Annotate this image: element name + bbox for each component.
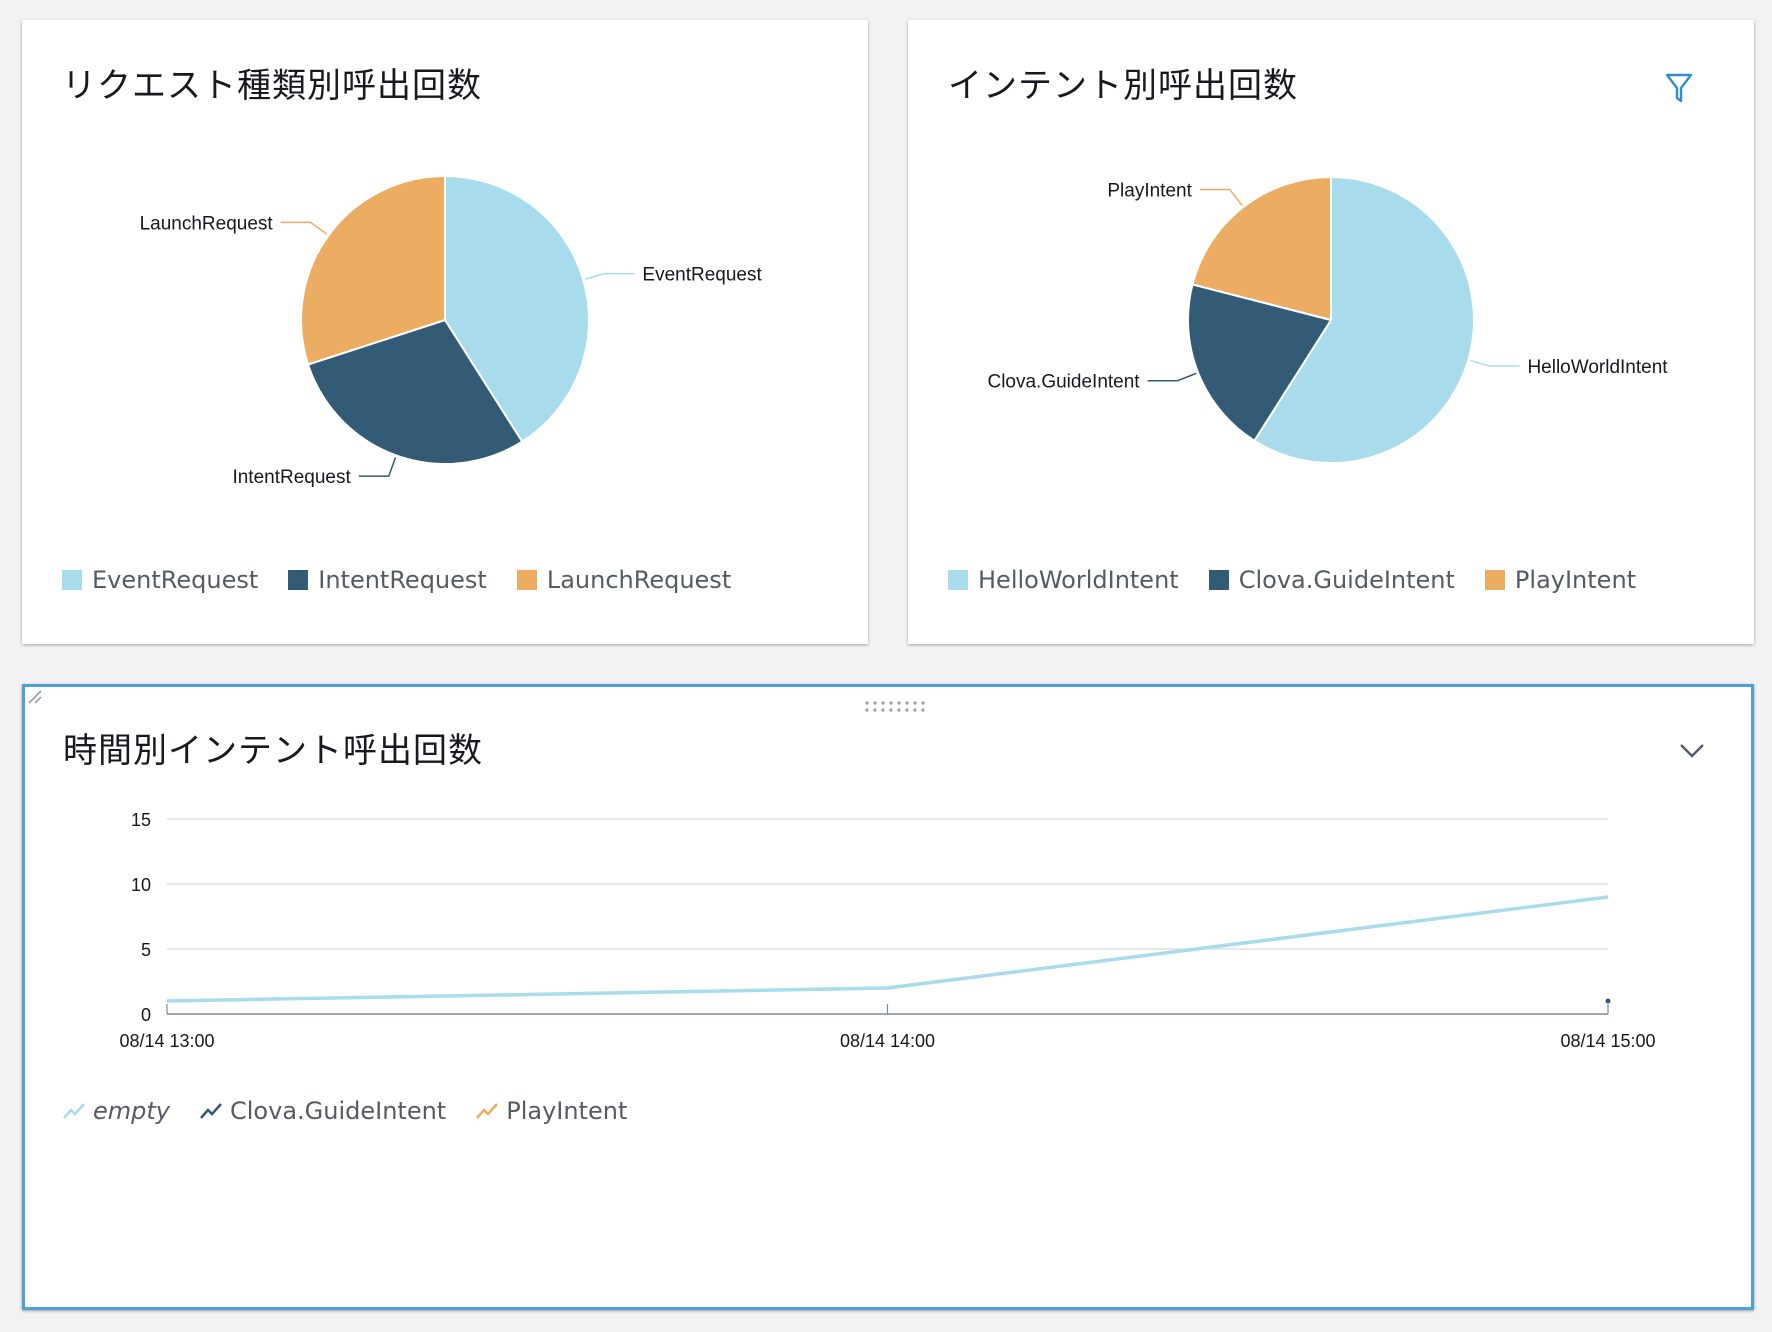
y-tick-label: 5 [141,940,151,960]
resize-handle-icon[interactable] [25,687,43,705]
legend-label: PlayIntent [1514,566,1637,594]
legend-swatch [948,570,968,590]
legend-swatch [1208,570,1229,590]
timeline-panel: 時間別インテント呼出回数 0 5 10 15 08/14 13:00 08/14 14:0… [22,684,1754,1310]
y-tick-label: 0 [141,1005,151,1025]
legend-swatch [62,570,82,590]
chart-legend: EventRequest IntentRequest LaunchRequest [62,566,761,594]
series-line-empty[interactable] [166,895,1609,1003]
leader-line [280,221,328,235]
legend-label: empty [93,1097,170,1125]
slice-label: Clova.GuideIntent [987,372,1140,393]
leader-line [1470,359,1520,367]
pie-slice-launchrequest[interactable] [300,174,446,366]
panel-title: リクエスト種類別呼出回数 [62,66,482,106]
leader-line [1199,188,1243,206]
request-type-panel: リクエスト種類別呼出回数 EventRequest IntentRequest La… [22,20,868,644]
x-tick-label: 08/14 13:00 [119,1031,214,1051]
legend-label: LaunchRequest [546,566,732,594]
request-type-pie-chart: EventRequest IntentRequest LaunchRequest [140,174,762,488]
slice-label: IntentRequest [232,467,351,488]
legend-swatch [288,570,309,590]
leader-line [1147,372,1197,382]
line-series-icon [200,1103,222,1119]
legend-item-intent-request[interactable]: IntentRequest [288,566,487,594]
pie-slice-playintent[interactable] [1191,175,1332,322]
leader-line [358,457,397,477]
legend-label: EventRequest [92,566,259,594]
intent-panel: インテント別呼出回数 HelloWorldIntent Clova.GuideIn… [908,20,1754,644]
panel-title: 時間別インテント呼出回数 [63,731,483,771]
legend-label: IntentRequest [318,566,487,594]
legend-label: Clova.GuideIntent [230,1097,447,1125]
legend-label: PlayIntent [506,1097,628,1125]
legend-item-play-intent[interactable]: PlayIntent [476,1097,627,1125]
chart-legend: HelloWorldIntent Clova.GuideIntent PlayI… [948,566,1666,594]
slice-label: LaunchRequest [140,213,274,234]
intent-pie-chart: HelloWorldIntent Clova.GuideIntent PlayInt… [987,175,1668,464]
legend-item-play-intent[interactable]: PlayIntent [1484,566,1637,594]
timeline-line-chart: 0 5 10 15 08/14 13:00 08/14 14:00 08/14 15:00 [119,810,1655,1051]
line-series-icon [63,1103,85,1119]
legend-item-launch-request[interactable]: LaunchRequest [516,566,732,594]
leader-line [584,272,635,280]
slice-label: PlayIntent [1107,181,1192,202]
chart-legend: empty Clova.GuideIntent PlayIntent [63,1097,657,1125]
slice-label: HelloWorldIntent [1527,357,1668,378]
pie-slice-intentrequest[interactable] [306,318,524,465]
series-point-clova-guideintent[interactable] [1605,998,1611,1004]
slice-label: EventRequest [642,265,762,286]
y-tick-label: 15 [131,810,151,830]
legend-item-empty[interactable]: empty [63,1097,170,1125]
chevron-down-icon[interactable] [1677,735,1707,765]
legend-swatch [516,570,537,590]
y-tick-label: 10 [131,875,151,895]
legend-item-hello-world-intent[interactable]: HelloWorldIntent [948,566,1179,594]
legend-swatch [1484,570,1505,590]
drag-handle-icon[interactable] [863,699,927,713]
pie-slice-clova-guideintent[interactable] [1187,283,1333,443]
legend-item-clova-guide-intent[interactable]: Clova.GuideIntent [1208,566,1455,594]
panel-title: インテント別呼出回数 [948,66,1298,106]
pie-slice-helloworldintent[interactable] [1252,175,1475,464]
line-series-icon [476,1103,499,1119]
x-tick-label: 08/14 15:00 [1560,1031,1655,1051]
legend-item-clova-guide-intent[interactable]: Clova.GuideIntent [200,1097,446,1125]
filter-icon[interactable] [1664,70,1694,106]
legend-label: Clova.GuideIntent [1238,566,1455,594]
x-tick-label: 08/14 14:00 [840,1031,935,1051]
legend-label: HelloWorldIntent [978,566,1179,594]
legend-item-event-request[interactable]: EventRequest [62,566,258,594]
